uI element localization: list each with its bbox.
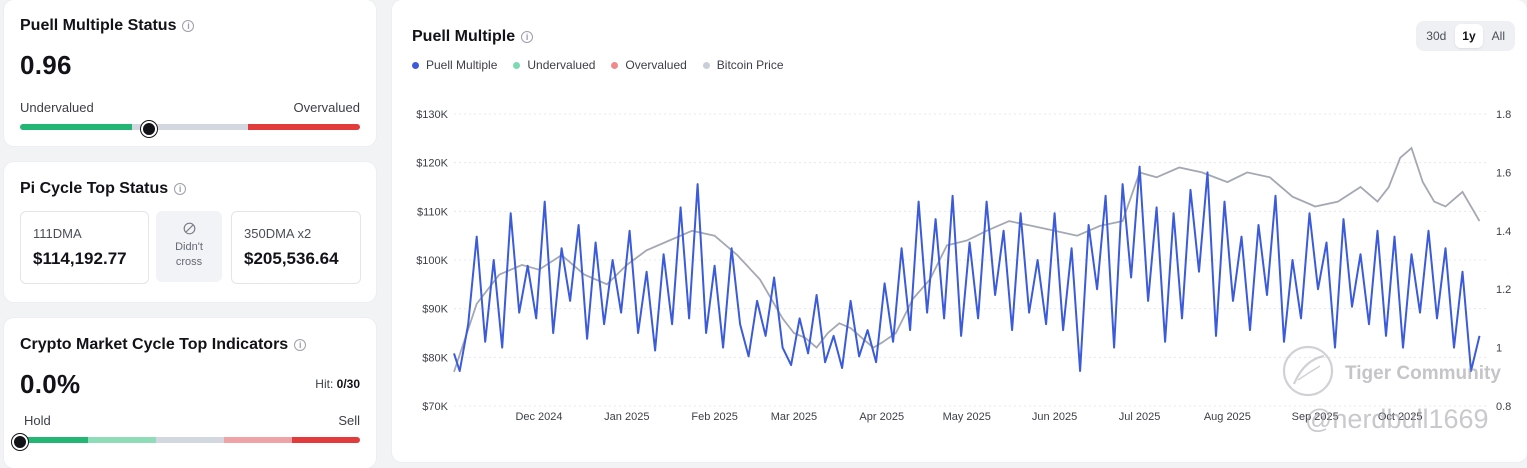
puell-status-meter [20, 124, 360, 130]
legend-item-bitcoin-price[interactable]: Bitcoin Price [702, 58, 784, 72]
legend-item-puell-multiple[interactable]: Puell Multiple [412, 58, 497, 72]
puell-status-card: Puell Multiple Status i 0.96 Undervalued… [4, 0, 376, 146]
dma350-label: 350DMA x2 [244, 226, 312, 241]
time-range-selector: 30d 1y All [1416, 21, 1515, 51]
info-icon[interactable]: i [294, 339, 307, 351]
puell-chart: $70K $80K $90K $100K $110K $120K $130K 0.8 1 1.2… [416, 109, 1511, 423]
bitcoin-price-line [453, 146, 1481, 373]
date-axis: Dec 2024 Jan 2025 Feb 2025 Mar 2025 Apr 2025… [515, 411, 1422, 423]
info-icon[interactable]: i [182, 20, 195, 32]
puell-status-marker [141, 121, 158, 137]
puell-tick-label: 0.8 [1496, 401, 1511, 413]
legend-dot [611, 61, 619, 69]
date-tick-label: Feb 2025 [691, 411, 737, 423]
puell-status-value: 0.96 [20, 50, 72, 80]
cycle-top-title-row: Crypto Market Cycle Top Indicators i [20, 336, 307, 354]
puell-multiple-line [453, 165, 1481, 372]
meter-red-segment [292, 437, 360, 443]
meter-gray-segment [132, 124, 248, 130]
range-button-1y[interactable]: 1y [1455, 24, 1483, 48]
cross-status-line2: cross [175, 256, 203, 268]
date-tick-label: Mar 2025 [771, 411, 817, 423]
cycle-top-value: 0.0% [20, 369, 81, 399]
range-button-30d[interactable]: 30d [1426, 29, 1447, 43]
cycle-top-meter [20, 437, 360, 443]
puell-tick-label: 1.6 [1496, 167, 1511, 179]
price-tick-label: $120K [416, 158, 448, 170]
date-tick-label: Jul 2025 [1119, 411, 1161, 423]
overvalued-label: Overvalued [293, 100, 360, 115]
puell-status-title: Puell Multiple Status [20, 17, 177, 34]
puell-chart-card: Puell Multiple i Puell Multiple Undervalu… [392, 0, 1527, 462]
cycle-top-card: Crypto Market Cycle Top Indicators i 0.0… [4, 318, 376, 468]
legend-item-overvalued[interactable]: Overvalued [611, 58, 687, 72]
hit-value: 0/30 [336, 377, 360, 391]
chart-title: Puell Multiple [412, 28, 516, 45]
sell-label: Sell [338, 413, 360, 428]
legend-dot [412, 61, 419, 69]
dma111-label: 111DMA [33, 226, 82, 241]
no-cross-icon [183, 222, 195, 235]
pi-cycle-title: Pi Cycle Top Status [20, 180, 169, 197]
price-axis: $70K $80K $90K $100K $110K $120K $130K [416, 109, 448, 413]
meter-red-segment [247, 124, 360, 130]
price-tick-label: $130K [416, 109, 448, 121]
cycle-top-marker [12, 434, 28, 450]
legend-label: Puell Multiple [426, 58, 498, 72]
puell-tick-label: 1.4 [1496, 226, 1511, 238]
hit-label: Hit: [315, 377, 334, 391]
meter-light-green-segment [88, 437, 156, 443]
date-tick-label: Sep 2025 [1292, 411, 1339, 423]
meter-light-red-segment [224, 437, 292, 443]
puell-status-title-row: Puell Multiple Status i [20, 17, 195, 35]
undervalued-label: Undervalued [20, 100, 94, 115]
chart-title-row: Puell Multiple i [412, 28, 534, 46]
price-tick-label: $100K [416, 255, 448, 267]
dma111-box: 111DMA $114,192.77 [20, 211, 149, 284]
meter-green-segment [20, 124, 133, 130]
cycle-top-title: Crypto Market Cycle Top Indicators [20, 336, 289, 353]
date-tick-label: Jun 2025 [1032, 411, 1077, 423]
puell-tick-label: 1.2 [1496, 284, 1511, 296]
date-tick-label: Aug 2025 [1204, 411, 1251, 423]
legend-item-undervalued[interactable]: Undervalued [513, 58, 595, 72]
puell-axis: 0.8 1 1.2 1.4 1.6 1.8 [1496, 109, 1511, 413]
price-tick-label: $70K [422, 401, 448, 413]
dma350-box: 350DMA x2 $205,536.64 [231, 211, 361, 284]
hold-label: Hold [24, 413, 51, 428]
pi-cycle-title-row: Pi Cycle Top Status i [20, 180, 187, 198]
price-tick-label: $90K [422, 304, 448, 316]
watermark-logo [1282, 345, 1334, 397]
date-tick-label: Apr 2025 [859, 411, 904, 423]
puell-tick-label: 1.8 [1496, 109, 1511, 121]
legend-dot [513, 61, 521, 69]
pi-cycle-card: Pi Cycle Top Status i 111DMA $114,192.77… [4, 162, 376, 302]
price-tick-label: $110K [417, 206, 449, 218]
puell-tick-label: 1 [1496, 343, 1502, 355]
date-tick-label: Oct 2025 [1378, 411, 1423, 423]
watermark-text: Tiger Community [1345, 363, 1501, 384]
legend-dot [702, 61, 710, 69]
range-button-all[interactable]: All [1491, 29, 1505, 43]
meter-green-segment [20, 437, 88, 443]
info-icon[interactable]: i [174, 183, 187, 195]
price-tick-label: $80K [422, 352, 448, 364]
chart-legend: Puell Multiple Undervalued Overvalued Bitco… [412, 58, 784, 72]
cross-status-line1: Didn't [175, 241, 203, 253]
cross-status-box: Didn't cross [156, 211, 222, 282]
dma350-value: $205,536.64 [244, 249, 339, 268]
legend-label: Undervalued [527, 58, 596, 72]
meter-gray-segment [156, 437, 224, 443]
date-tick-label: May 2025 [943, 411, 991, 423]
date-tick-label: Dec 2024 [515, 411, 562, 423]
legend-label: Bitcoin Price [716, 58, 784, 72]
info-icon[interactable]: i [521, 31, 534, 43]
watermark-handle: @nerdbull1669 [1305, 404, 1489, 434]
dma111-value: $114,192.77 [33, 249, 127, 268]
date-tick-label: Jan 2025 [604, 411, 649, 423]
legend-label: Overvalued [625, 58, 687, 72]
hit-counter: Hit: 0/30 [315, 377, 360, 391]
